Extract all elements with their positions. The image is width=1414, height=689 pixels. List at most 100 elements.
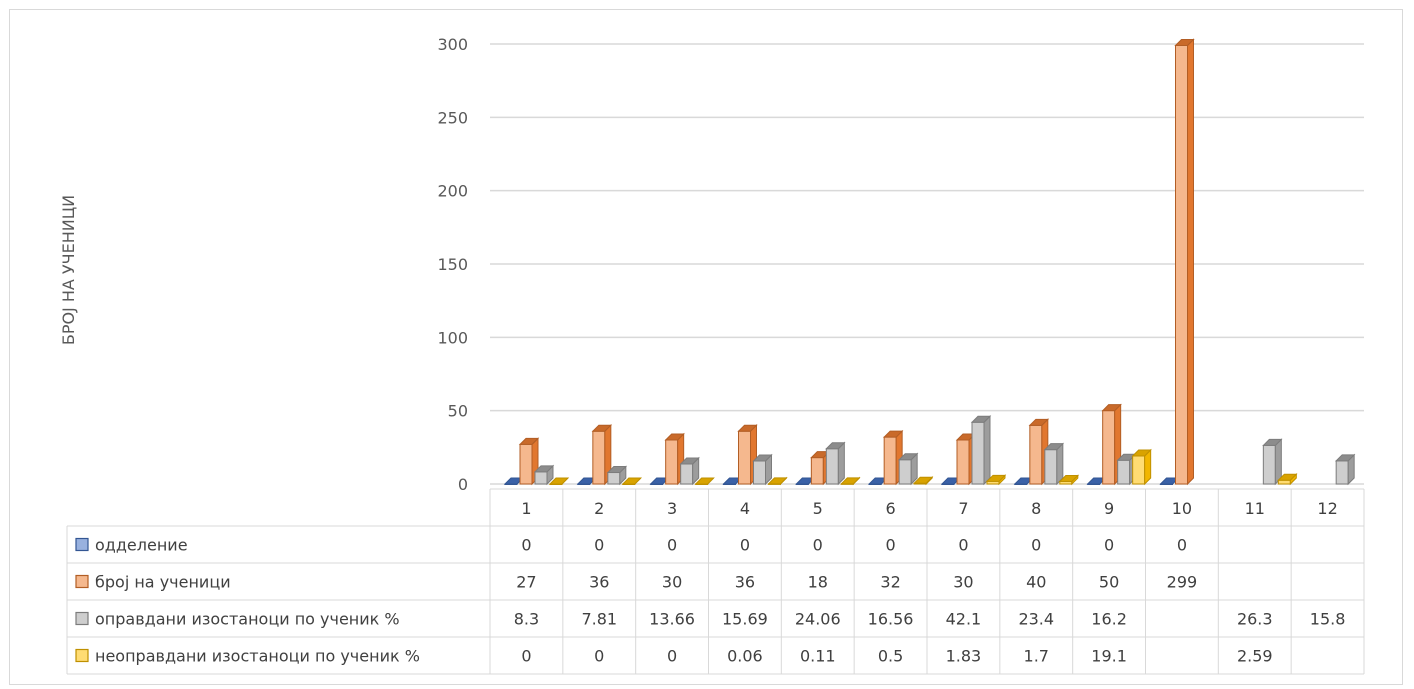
bar bbox=[752, 453, 773, 486]
bar bbox=[912, 476, 934, 486]
data-table-cell: 40 bbox=[1026, 573, 1046, 592]
bar-top bbox=[1174, 38, 1195, 46]
data-table-cell: 16.56 bbox=[868, 610, 914, 629]
legend-key bbox=[75, 537, 89, 552]
bar bbox=[576, 477, 598, 485]
bar-top bbox=[518, 437, 540, 445]
bar-front bbox=[680, 463, 694, 485]
bar-top bbox=[825, 442, 846, 450]
data-table-cell: 0 bbox=[885, 536, 895, 555]
bar bbox=[767, 476, 788, 486]
y-tick-label: 50 bbox=[448, 402, 468, 421]
data-table-cell: 0 bbox=[1031, 536, 1041, 555]
bar-top bbox=[897, 453, 919, 461]
x-tick-label: 11 bbox=[1245, 499, 1265, 518]
bar-front bbox=[971, 421, 985, 485]
data-table-cell: 16.2 bbox=[1091, 610, 1127, 629]
data-table-cell: 18 bbox=[808, 573, 828, 592]
y-tick-label: 0 bbox=[458, 475, 468, 494]
bar bbox=[1131, 448, 1152, 486]
x-tick-label: 4 bbox=[740, 499, 750, 518]
bar-front bbox=[753, 460, 766, 485]
bar-front bbox=[1117, 459, 1131, 485]
data-table-cell: 2.59 bbox=[1237, 647, 1273, 666]
data-table-cell: 0 bbox=[667, 536, 677, 555]
data-table-cell: 15.8 bbox=[1310, 610, 1346, 629]
bar-front bbox=[1335, 460, 1349, 485]
bar-front bbox=[592, 430, 606, 485]
bar-front bbox=[534, 471, 548, 485]
bar-top bbox=[737, 424, 758, 432]
bar bbox=[533, 464, 555, 486]
legend-label: одделение bbox=[95, 536, 188, 555]
bar-top bbox=[1058, 475, 1080, 483]
bar bbox=[840, 476, 861, 486]
data-table-cell: 0 bbox=[521, 536, 531, 555]
bar-top bbox=[533, 465, 555, 473]
y-tick-label: 100 bbox=[437, 328, 468, 347]
bar-front bbox=[519, 443, 533, 485]
x-tick-label: 2 bbox=[594, 499, 604, 518]
data-table-cell: 15.69 bbox=[722, 610, 768, 629]
bar bbox=[548, 477, 570, 485]
bar bbox=[825, 441, 846, 486]
x-tick-label: 8 bbox=[1031, 499, 1041, 518]
bar-front bbox=[810, 457, 824, 485]
bar-top bbox=[1277, 473, 1298, 481]
bar-front bbox=[738, 430, 751, 485]
bar-top bbox=[752, 454, 773, 462]
data-table-cell: 0.06 bbox=[727, 647, 763, 666]
bar-top bbox=[679, 457, 700, 465]
bar bbox=[1334, 453, 1356, 486]
bar-top bbox=[1131, 449, 1152, 457]
bar-top bbox=[1334, 454, 1356, 462]
data-table-cell: 0.11 bbox=[800, 647, 836, 666]
data-table-cell: 1.83 bbox=[946, 647, 982, 666]
data-table-cell: 19.1 bbox=[1091, 647, 1127, 666]
bar bbox=[1277, 472, 1298, 486]
bar bbox=[1174, 38, 1195, 486]
bar-front bbox=[883, 436, 897, 485]
data-table-cell: 0 bbox=[958, 536, 968, 555]
data-table-cell: 27 bbox=[516, 573, 536, 592]
data-table-cell: 42.1 bbox=[946, 610, 982, 629]
bar-top bbox=[985, 474, 1007, 482]
y-tick-label: 150 bbox=[437, 255, 468, 274]
legend-label: оправдани изостаноци по ученик % bbox=[95, 610, 400, 629]
legend-label: неоправдани изостаноци по ученик % bbox=[95, 647, 420, 666]
data-table-cell: 7.81 bbox=[581, 610, 617, 629]
legend-key bbox=[75, 574, 89, 589]
data-table-cell: 50 bbox=[1099, 573, 1119, 592]
x-tick-label: 1 bbox=[521, 499, 531, 518]
y-tick-label: 250 bbox=[437, 108, 468, 127]
bar-front bbox=[1132, 455, 1146, 485]
data-table-cell: 23.4 bbox=[1018, 610, 1054, 629]
x-tick-label: 9 bbox=[1104, 499, 1114, 518]
bar-top bbox=[694, 477, 715, 485]
legend-key bbox=[75, 648, 89, 663]
data-table-cell: 0 bbox=[594, 536, 604, 555]
data-table-cell: 0 bbox=[1177, 536, 1187, 555]
x-tick-label: 7 bbox=[958, 499, 968, 518]
data-table-cell: 32 bbox=[880, 573, 900, 592]
bar bbox=[606, 465, 628, 486]
y-axis-title: БРОЈ НА УЧЕНИЦИ bbox=[59, 195, 78, 345]
bar-top bbox=[1028, 418, 1050, 426]
bar-front bbox=[1277, 479, 1291, 485]
data-table-cell: 0.5 bbox=[878, 647, 903, 666]
data-table-cell: 13.66 bbox=[649, 610, 695, 629]
bar-top bbox=[840, 477, 861, 485]
bar bbox=[897, 452, 919, 486]
data-table-cell: 36 bbox=[589, 573, 609, 592]
data-table-cell: 0 bbox=[521, 647, 531, 666]
data-table-cell: 299 bbox=[1167, 573, 1198, 592]
bar-front bbox=[956, 439, 970, 485]
data-table-cell: 8.3 bbox=[514, 610, 539, 629]
data-table-cell: 1.7 bbox=[1024, 647, 1049, 666]
bar-top bbox=[882, 430, 904, 438]
bar-top bbox=[1262, 438, 1283, 446]
bar bbox=[679, 456, 700, 486]
y-tick-label: 200 bbox=[437, 182, 468, 201]
bar-front bbox=[1044, 449, 1058, 485]
